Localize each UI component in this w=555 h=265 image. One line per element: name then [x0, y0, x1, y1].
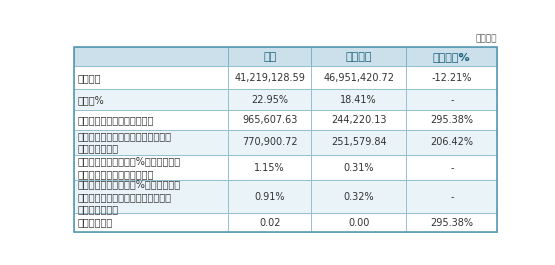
Bar [228, 66, 311, 89]
Bar [228, 89, 311, 110]
Text: -: - [450, 192, 453, 202]
Text: 18.41%: 18.41% [340, 95, 377, 105]
Bar [228, 214, 311, 232]
Bar [74, 180, 228, 214]
Text: 295.38%: 295.38% [430, 115, 473, 125]
Text: 增减比例%: 增减比例% [433, 52, 471, 62]
Bar [74, 214, 228, 232]
Text: 244,220.13: 244,220.13 [331, 115, 386, 125]
Bar [228, 155, 311, 180]
Bar [74, 66, 228, 89]
Text: 41,219,128.59: 41,219,128.59 [234, 73, 305, 83]
Bar [311, 110, 406, 130]
Bar [74, 110, 228, 130]
Text: 0.00: 0.00 [348, 218, 369, 228]
Bar [406, 214, 497, 232]
Text: -: - [450, 163, 453, 173]
Bar [311, 214, 406, 232]
Text: 上年同期: 上年同期 [345, 52, 372, 62]
Bar [406, 180, 497, 214]
Bar [311, 180, 406, 214]
Text: 归属于挂牌公司股东的扣除非经常性
损益后的净利润: 归属于挂牌公司股东的扣除非经常性 损益后的净利润 [77, 131, 171, 153]
Bar [311, 66, 406, 89]
Text: 46,951,420.72: 46,951,420.72 [323, 73, 394, 83]
Text: 单位：元: 单位：元 [476, 34, 497, 43]
Bar [228, 130, 311, 155]
Text: 1.15%: 1.15% [254, 163, 285, 173]
Text: 251,579.84: 251,579.84 [331, 137, 386, 147]
Bar [406, 130, 497, 155]
Text: 本期: 本期 [263, 52, 276, 62]
Bar [406, 155, 497, 180]
Text: 0.31%: 0.31% [344, 163, 374, 173]
Text: -12.21%: -12.21% [432, 73, 472, 83]
Text: 295.38%: 295.38% [430, 218, 473, 228]
Text: 营业收入: 营业收入 [77, 73, 100, 83]
Text: 0.91%: 0.91% [254, 192, 285, 202]
Text: 加权平均净资产收益率%（依据归属于
挂牌公司股东的扣除非经常性损益后
的净利润计算）: 加权平均净资产收益率%（依据归属于 挂牌公司股东的扣除非经常性损益后 的净利润计… [77, 180, 180, 214]
Text: 毛利率%: 毛利率% [77, 95, 104, 105]
Bar [311, 155, 406, 180]
Bar [74, 89, 228, 110]
Text: 归属于挂牌公司股东的净利润: 归属于挂牌公司股东的净利润 [77, 115, 154, 125]
Bar [406, 66, 497, 89]
Text: -: - [450, 95, 453, 105]
Bar [406, 89, 497, 110]
Bar [74, 155, 228, 180]
Bar [406, 110, 497, 130]
Text: 206.42%: 206.42% [430, 137, 473, 147]
Bar [406, 47, 497, 66]
Bar [311, 89, 406, 110]
Text: 基本每股收益: 基本每股收益 [77, 218, 112, 228]
Text: 0.02: 0.02 [259, 218, 280, 228]
Text: 0.32%: 0.32% [344, 192, 374, 202]
Bar [228, 180, 311, 214]
Text: 22.95%: 22.95% [251, 95, 288, 105]
Text: 965,607.63: 965,607.63 [242, 115, 297, 125]
Text: 770,900.72: 770,900.72 [242, 137, 297, 147]
Bar [74, 47, 228, 66]
Bar [311, 47, 406, 66]
Bar [228, 110, 311, 130]
Text: 加权平均净资产收益率%（依据归属于
挂牌公司股东的净利润计算）: 加权平均净资产收益率%（依据归属于 挂牌公司股东的净利润计算） [77, 157, 180, 179]
Bar [228, 47, 311, 66]
Bar [74, 130, 228, 155]
Bar [311, 130, 406, 155]
